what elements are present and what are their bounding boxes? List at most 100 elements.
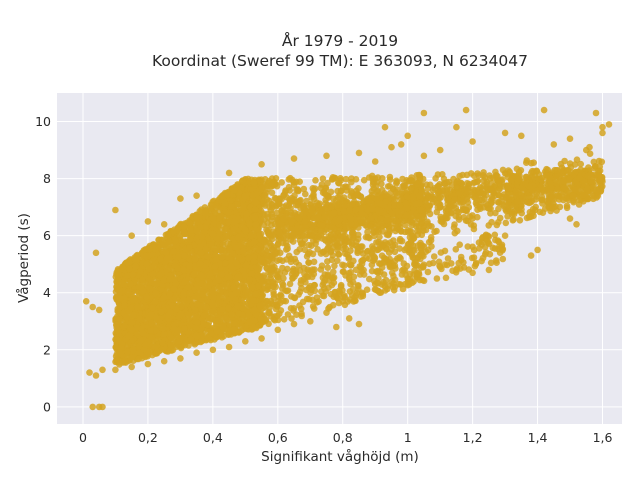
data-point — [451, 221, 458, 228]
data-point — [312, 177, 319, 184]
data-point — [352, 292, 360, 299]
data-point — [342, 183, 349, 190]
data-point — [575, 201, 583, 208]
data-point — [279, 281, 287, 289]
data-point — [391, 196, 399, 203]
data-point — [294, 186, 302, 193]
data-point — [598, 158, 606, 166]
data-point — [424, 268, 432, 276]
data-point — [318, 181, 326, 188]
data-point — [397, 255, 404, 262]
data-point — [376, 233, 383, 241]
data-point — [305, 241, 313, 249]
data-point — [409, 279, 416, 287]
data-point — [487, 210, 494, 217]
data-point — [374, 174, 382, 181]
data-point — [290, 305, 298, 312]
data-point — [273, 209, 280, 217]
data-point — [337, 187, 345, 195]
data-point — [487, 259, 495, 267]
data-point — [282, 297, 290, 305]
data-point — [302, 190, 309, 198]
data-point — [488, 218, 495, 226]
data-point — [494, 198, 502, 206]
data-point — [437, 194, 445, 201]
data-point — [362, 233, 370, 241]
data-point — [360, 271, 368, 278]
data-point — [400, 266, 408, 273]
data-point — [310, 258, 318, 266]
data-point — [355, 286, 362, 293]
data-point — [322, 288, 330, 295]
data-point — [277, 307, 285, 314]
data-point — [452, 246, 460, 253]
data-point — [456, 241, 464, 248]
data-point — [411, 259, 419, 266]
data-point — [445, 178, 453, 186]
data-point — [350, 234, 357, 242]
data-point — [523, 157, 531, 164]
data-point — [479, 254, 487, 262]
data-point — [426, 260, 433, 268]
data-point — [264, 210, 271, 218]
data-point — [382, 276, 390, 284]
data-point — [473, 178, 481, 186]
data-point — [309, 185, 317, 192]
data-point — [491, 231, 499, 239]
data-point — [482, 249, 490, 256]
data-point — [442, 274, 450, 282]
data-point — [342, 175, 350, 183]
data-point — [563, 202, 571, 210]
data-point — [296, 267, 304, 274]
data-point — [334, 203, 341, 210]
data-point — [354, 235, 362, 243]
data-point — [378, 180, 385, 188]
data-point — [481, 174, 489, 181]
data-point — [288, 225, 295, 232]
data-point — [328, 274, 336, 281]
data-point — [308, 194, 315, 201]
data-point — [368, 261, 376, 269]
data-point — [305, 259, 312, 266]
data-point — [577, 160, 584, 168]
data-point — [395, 280, 403, 288]
data-point — [470, 222, 478, 229]
data-point — [499, 255, 507, 263]
data-point — [331, 262, 338, 270]
data-point — [280, 316, 288, 323]
data-point — [492, 236, 499, 244]
data-point — [311, 287, 319, 295]
data-point — [502, 219, 510, 227]
data-points — [82, 106, 613, 411]
data-point — [278, 179, 286, 186]
data-point — [496, 192, 503, 199]
data-point — [456, 172, 463, 180]
data-point — [341, 250, 349, 257]
data-point — [312, 240, 319, 247]
data-point — [201, 204, 209, 211]
data-point — [391, 257, 399, 265]
data-point — [330, 268, 337, 276]
data-point — [296, 246, 304, 253]
data-point — [509, 217, 517, 224]
data-point — [324, 264, 332, 272]
data-point — [293, 225, 301, 232]
data-point — [268, 189, 276, 196]
data-point — [427, 237, 435, 244]
data-point — [282, 240, 290, 247]
data-point — [305, 295, 313, 303]
data-point — [372, 286, 380, 294]
chart-title-line1: År 1979 - 2019 — [282, 31, 398, 50]
data-point — [274, 198, 282, 205]
data-point — [303, 197, 310, 205]
data-point — [489, 244, 497, 252]
data-point — [444, 255, 452, 262]
data-point — [470, 254, 478, 261]
data-point — [414, 227, 421, 235]
data-point — [530, 159, 537, 166]
data-point — [469, 215, 476, 222]
data-point — [448, 260, 455, 267]
data-point — [334, 257, 341, 265]
data-point — [480, 169, 487, 176]
